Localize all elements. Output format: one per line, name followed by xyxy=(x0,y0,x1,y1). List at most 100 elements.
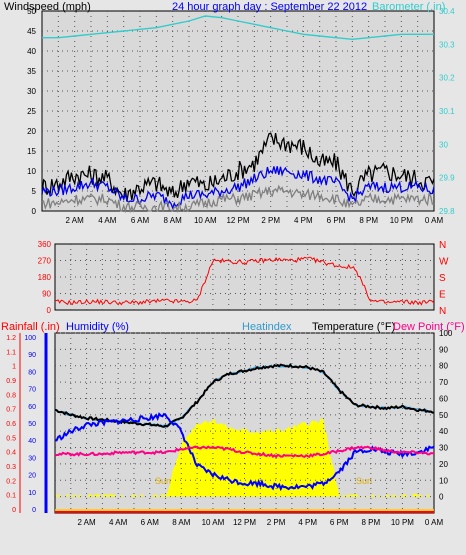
wind-xtick: 8 PM xyxy=(359,216,378,225)
wind-xtick: 4 AM xyxy=(98,216,117,225)
temp-ytick: 100 xyxy=(439,329,453,338)
wind-xtick: 12 PM xyxy=(226,216,249,225)
temp-xtick: 4 PM xyxy=(298,518,317,527)
temp-ytick: 50 xyxy=(439,411,448,420)
direction-panel xyxy=(54,243,435,311)
rain-ytick: 0.5 xyxy=(6,435,16,442)
temp-ytick: 70 xyxy=(439,378,448,387)
humidity-ytick: 40 xyxy=(28,438,36,445)
wind-ytick-left: 10 xyxy=(27,167,36,176)
direction-ytick-left: 0 xyxy=(47,306,52,315)
temp-ytick: 0 xyxy=(439,493,444,502)
temp-xtick: 6 PM xyxy=(330,518,349,527)
direction-ytick-left: 360 xyxy=(38,240,52,249)
humidity-ytick: 100 xyxy=(24,335,36,342)
humidity-ytick: 60 xyxy=(28,404,36,411)
temp-series-line xyxy=(54,412,435,492)
wind-xtick: 6 AM xyxy=(131,216,150,225)
barometer-ylabel: Barometer (.in) xyxy=(372,1,445,13)
wind-series-line xyxy=(42,15,434,41)
rain-ytick: 1 xyxy=(12,364,16,371)
wind-xtick: 10 PM xyxy=(390,216,413,225)
wind-ytick-left: 35 xyxy=(27,67,36,76)
rain-ytick: 0.2 xyxy=(6,478,16,485)
direction-ytick-right: W xyxy=(439,257,449,268)
rain-ytick: 1.2 xyxy=(6,335,16,342)
temperature-label: Temperature (°F) xyxy=(312,321,395,333)
temp-xtick: 2 PM xyxy=(267,518,286,527)
temp-ytick: 30 xyxy=(439,444,448,453)
barometer-ytick: 29.9 xyxy=(439,174,455,183)
direction-ytick-left: 180 xyxy=(38,273,52,282)
chart-title: 24 hour graph day : September 22 2012 xyxy=(172,1,367,13)
humidity-ytick: 20 xyxy=(28,473,36,480)
humidity-ytick: 70 xyxy=(28,387,36,394)
humidity-ylabel: Humidity (%) xyxy=(66,321,129,333)
direction-ytick-right: E xyxy=(439,290,446,301)
wind-ylabel: Windspeed (mph) xyxy=(4,1,91,13)
rain-ytick: 0.1 xyxy=(6,493,16,500)
temp-ytick: 80 xyxy=(439,362,448,371)
barometer-ytick: 30.4 xyxy=(439,7,455,16)
humidity-ytick: 50 xyxy=(28,421,36,428)
temp-xtick: 4 AM xyxy=(109,518,128,527)
temp-series-line xyxy=(54,445,435,459)
barometer-ytick: 29.8 xyxy=(439,207,455,216)
rain-ytick: 0.9 xyxy=(6,378,16,385)
wind-ytick-left: 50 xyxy=(27,7,36,16)
wind-xtick: 6 PM xyxy=(327,216,346,225)
humidity-ytick: 90 xyxy=(28,352,36,359)
wind-xtick: 4 PM xyxy=(294,216,313,225)
humidity-ytick: 30 xyxy=(28,455,36,462)
wind-ytick-left: 0 xyxy=(32,207,37,216)
rain-ytick: 1.1 xyxy=(6,349,16,356)
direction-ytick-right: N xyxy=(439,240,446,251)
temp-ytick: 10 xyxy=(439,476,448,485)
temp-xtick: 10 PM xyxy=(391,518,414,527)
barometer-ytick: 30.2 xyxy=(439,74,455,83)
wind-series-line xyxy=(41,184,435,214)
wind-ytick-left: 30 xyxy=(27,87,36,96)
wind-xtick: 2 AM xyxy=(66,216,85,225)
humidity-ytick: 80 xyxy=(28,369,36,376)
wind-xtick: 0 AM xyxy=(425,216,444,225)
direction-ytick-left: 270 xyxy=(38,257,52,266)
temp-xtick: 8 AM xyxy=(172,518,191,527)
sun-label-right: Sun xyxy=(356,476,372,486)
temp-xtick: 10 AM xyxy=(202,518,225,527)
rainfall-ylabel: Rainfall (.in) xyxy=(1,321,60,333)
temp-ytick: 90 xyxy=(439,345,448,354)
wind-ytick-left: 25 xyxy=(27,107,36,116)
wind-series-line xyxy=(41,132,435,202)
temp-xtick: 6 AM xyxy=(141,518,160,527)
direction-ytick-left: 90 xyxy=(42,290,51,299)
wind-xtick: 10 AM xyxy=(194,216,217,225)
wind-ytick-left: 45 xyxy=(27,27,36,36)
rain-ytick: 0.4 xyxy=(6,450,16,457)
temp-xtick: 12 PM xyxy=(233,518,256,527)
dewpoint-label: Dew Point (°F) xyxy=(393,321,465,333)
temp-xtick: 0 AM xyxy=(425,518,444,527)
temp-ytick: 60 xyxy=(439,394,448,403)
rain-ytick: 0.8 xyxy=(6,392,16,399)
rain-ytick: 0.6 xyxy=(6,421,16,428)
solar-area xyxy=(55,418,434,497)
direction-ytick-right: S xyxy=(439,273,446,284)
wind-ytick-left: 5 xyxy=(32,187,37,196)
rain-ytick: 0.7 xyxy=(6,407,16,414)
wind-ytick-left: 40 xyxy=(27,47,36,56)
wind-xtick: 2 PM xyxy=(261,216,280,225)
wind-series-line xyxy=(41,166,435,210)
barometer-ytick: 30.1 xyxy=(439,107,455,116)
wind-ytick-left: 15 xyxy=(27,147,36,156)
wind-ytick-left: 20 xyxy=(27,127,36,136)
direction-ytick-right: N xyxy=(439,306,446,317)
temp-ytick: 20 xyxy=(439,460,448,469)
sun-label-left: Sun xyxy=(155,476,171,486)
temp-xtick: 2 AM xyxy=(77,518,96,527)
direction-series-line xyxy=(54,256,435,306)
wind-xtick: 8 AM xyxy=(164,216,183,225)
humidity-ytick: 10 xyxy=(28,490,36,497)
barometer-ytick: 30.3 xyxy=(439,40,455,49)
rain-ytick: 0 xyxy=(12,507,16,514)
